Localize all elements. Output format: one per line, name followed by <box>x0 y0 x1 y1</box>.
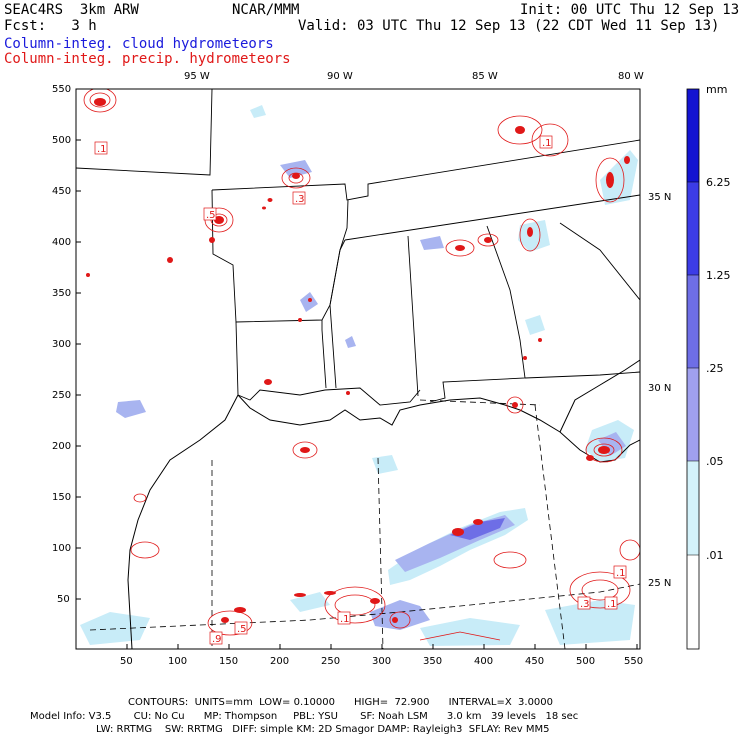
contour-label-7: .1 <box>607 599 617 610</box>
x-tick-250: 250 <box>321 656 341 667</box>
x-tick-100: 100 <box>168 656 188 667</box>
axis-ticks <box>76 88 638 649</box>
y-tick-400: 400 <box>52 237 72 248</box>
model-info-line2: LW: RRTMG SW: RRTMG DIFF: simple KM: 2D … <box>96 724 550 735</box>
colorbar-label-0-05: .05 <box>706 455 724 468</box>
contour-label-6: .3 <box>580 599 590 610</box>
cloud-fill-layer <box>80 105 638 646</box>
y-tick-450: 450 <box>52 186 72 197</box>
precip-core-layer <box>86 98 630 623</box>
coastline <box>127 359 640 649</box>
contour-label-1: .1 <box>97 144 107 155</box>
contour-label-4: .1 <box>542 138 552 149</box>
colorbar-label-1-25: 1.25 <box>706 269 731 282</box>
lon-label-90w: 90 W <box>327 71 353 82</box>
y-tick-550: 550 <box>52 84 72 95</box>
model-title: SEAC4RS 3km ARW <box>4 2 139 18</box>
colorbar-label-0-01: .01 <box>706 549 724 562</box>
y-tick-150: 150 <box>52 492 72 503</box>
init-time: Init: 00 UTC Thu 12 Sep 13 <box>520 2 740 18</box>
contour-label-5: .1 <box>340 614 350 625</box>
contour-label-9: .5 <box>237 624 247 635</box>
y-tick-100: 100 <box>52 543 72 554</box>
x-tick-350: 350 <box>423 656 443 667</box>
x-tick-50: 50 <box>120 656 133 667</box>
contours-info: CONTOURS: UNITS=mm LOW= 0.10000 HIGH= 72… <box>128 697 554 708</box>
lat-label-30n: 30 N <box>648 383 672 394</box>
lon-label-80w: 80 W <box>618 71 644 82</box>
x-tick-550: 550 <box>624 656 644 667</box>
x-tick-150: 150 <box>219 656 239 667</box>
contour-label-2: .3 <box>295 194 305 205</box>
y-tick-50: 50 <box>57 594 70 605</box>
precip-contour-layer <box>83 89 640 641</box>
x-tick-400: 400 <box>474 656 494 667</box>
map-frame <box>75 88 641 650</box>
colorbar-label-0-25: .25 <box>706 362 724 375</box>
contour-label-3: .5 <box>206 210 216 221</box>
y-tick-300: 300 <box>52 339 72 350</box>
center-name: NCAR/MMM <box>232 2 300 18</box>
y-tick-350: 350 <box>52 288 72 299</box>
lon-label-95w: 95 W <box>184 71 210 82</box>
valid-time: Valid: 03 UTC Thu 12 Sep 13 (22 CDT Wed … <box>298 18 720 34</box>
contour-label-8: .9 <box>212 634 222 645</box>
y-tick-500: 500 <box>52 135 72 146</box>
x-tick-500: 500 <box>576 656 596 667</box>
contour-labels: .1 .3 .5 .1 .1 .3 .1 .9 .5 .1 <box>94 135 627 645</box>
contour-label-10: .1 <box>616 568 626 579</box>
x-tick-200: 200 <box>270 656 290 667</box>
y-tick-200: 200 <box>52 441 72 452</box>
lon-label-85w: 85 W <box>472 71 498 82</box>
lat-label-25n: 25 N <box>648 578 672 589</box>
colorbar-label-6-25: 6.25 <box>706 176 731 189</box>
colorbar <box>686 88 700 650</box>
model-info-line1: Model Info: V3.5 CU: No Cu MP: Thompson … <box>30 711 579 722</box>
colorbar-unit: mm <box>706 83 728 96</box>
precip-field-label: Column-integ. precip. hydrometeors <box>4 51 291 67</box>
x-tick-300: 300 <box>372 656 392 667</box>
x-tick-450: 450 <box>525 656 545 667</box>
state-boundaries <box>76 89 640 406</box>
lat-label-35n: 35 N <box>648 192 672 203</box>
y-tick-250: 250 <box>52 390 72 401</box>
cloud-field-label: Column-integ. cloud hydrometeors <box>4 36 274 52</box>
forecast-hour: Fcst: 3 h <box>4 18 97 34</box>
